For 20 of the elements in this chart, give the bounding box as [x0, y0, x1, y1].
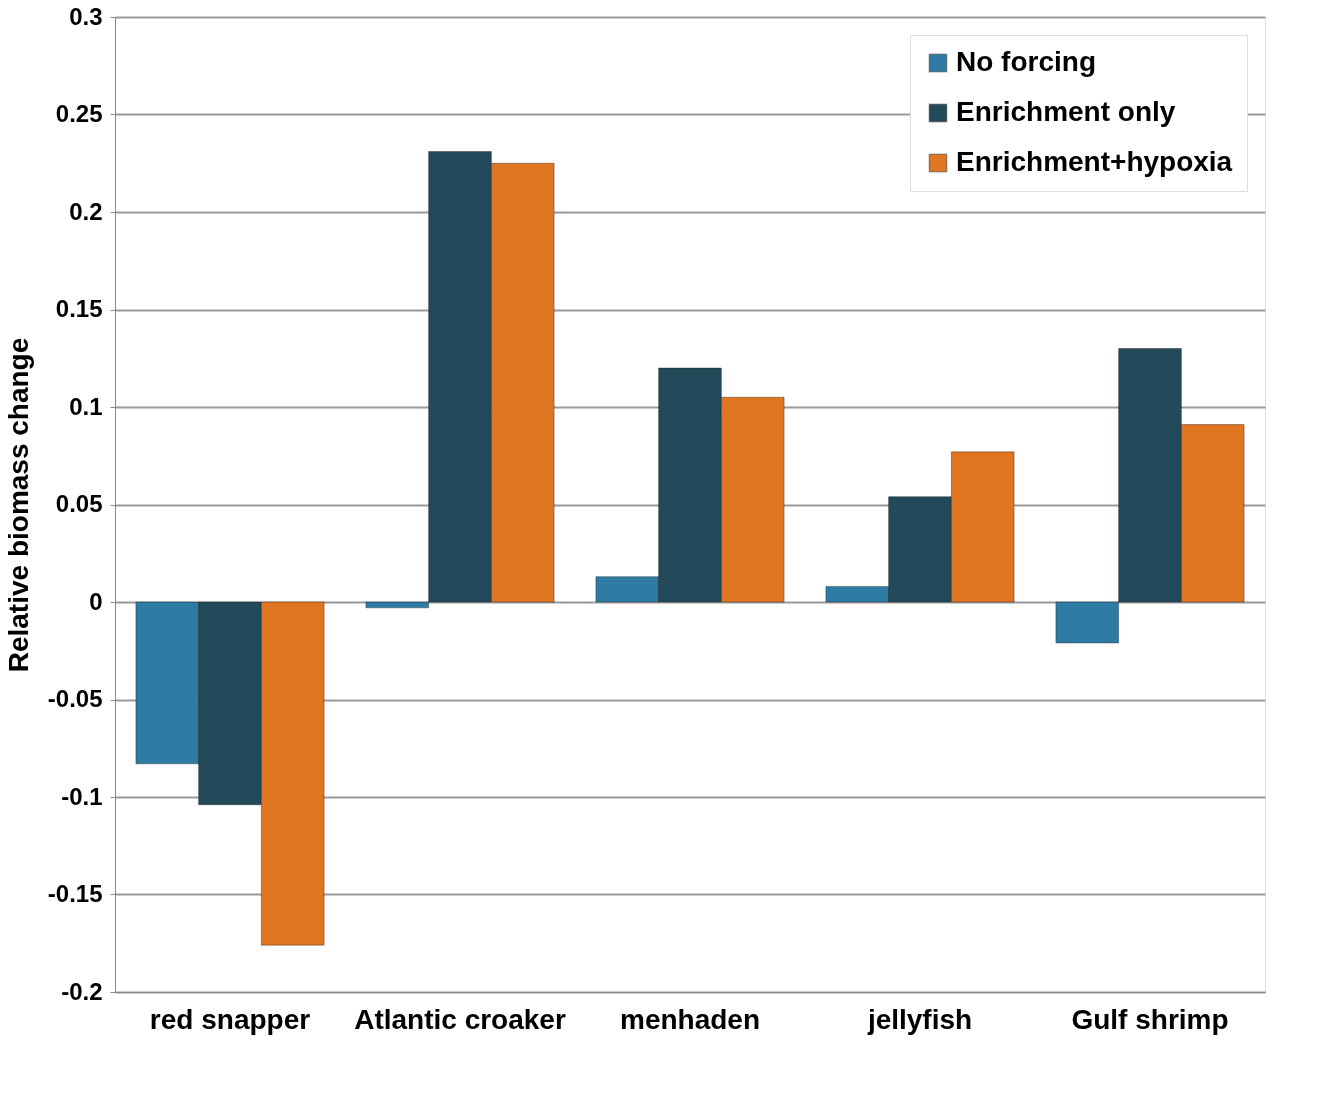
- x-tick-label: menhaden: [619, 1003, 761, 1035]
- x-tick-label: Gulf shrimp: [1071, 1003, 1229, 1035]
- y-tick-label: 0.25: [55, 100, 103, 127]
- y-tick-label: 0.1: [69, 392, 103, 420]
- y-axis-title: Relative biomass change: [2, 337, 34, 673]
- x-tick-label: jellyfish: [866, 1003, 973, 1035]
- y-tick-label: -0.05: [47, 685, 103, 712]
- y-tick-label: 0: [89, 587, 103, 615]
- legend-label: Enrichment only: [956, 96, 1176, 127]
- y-tick-label: 0.3: [69, 2, 103, 30]
- y-tick-label: -0.2: [61, 977, 103, 1005]
- y-tick-label: 0.15: [55, 295, 103, 322]
- legend-label: No forcing: [956, 46, 1096, 77]
- x-tick-label: red snapper: [149, 1003, 311, 1035]
- y-tick-label: 0.2: [69, 197, 103, 225]
- y-tick-label: -0.15: [47, 880, 103, 907]
- legend-label: Enrichment+hypoxia: [956, 146, 1233, 177]
- y-tick-label: -0.1: [61, 782, 103, 810]
- x-tick-label: Atlantic croaker: [354, 1003, 566, 1035]
- y-tick-label: 0.05: [55, 490, 103, 517]
